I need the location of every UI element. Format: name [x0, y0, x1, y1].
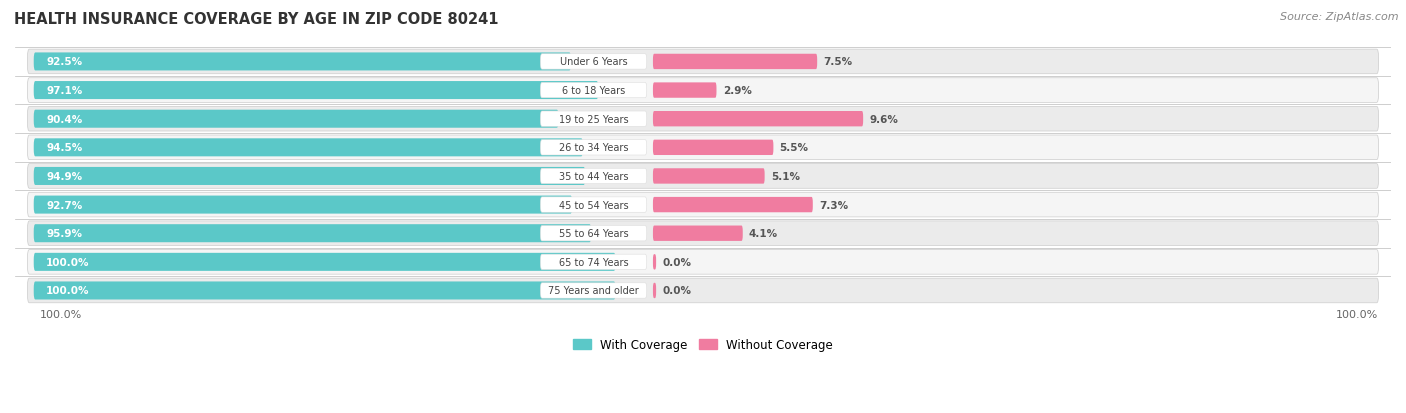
FancyBboxPatch shape — [652, 169, 765, 184]
FancyBboxPatch shape — [652, 112, 863, 127]
Text: 26 to 34 Years: 26 to 34 Years — [558, 143, 628, 153]
FancyBboxPatch shape — [540, 197, 647, 213]
FancyBboxPatch shape — [28, 221, 1378, 246]
Text: 35 to 44 Years: 35 to 44 Years — [558, 171, 628, 182]
FancyBboxPatch shape — [34, 225, 591, 243]
Text: 7.5%: 7.5% — [824, 57, 852, 67]
FancyBboxPatch shape — [540, 55, 647, 70]
FancyBboxPatch shape — [34, 139, 583, 157]
Text: 55 to 64 Years: 55 to 64 Years — [558, 229, 628, 239]
FancyBboxPatch shape — [652, 55, 817, 70]
FancyBboxPatch shape — [652, 140, 773, 156]
FancyBboxPatch shape — [652, 254, 657, 270]
FancyBboxPatch shape — [28, 50, 1378, 75]
Text: HEALTH INSURANCE COVERAGE BY AGE IN ZIP CODE 80241: HEALTH INSURANCE COVERAGE BY AGE IN ZIP … — [14, 12, 499, 27]
Text: 97.1%: 97.1% — [46, 86, 83, 96]
Text: 100.0%: 100.0% — [46, 286, 90, 296]
FancyBboxPatch shape — [28, 107, 1378, 132]
FancyBboxPatch shape — [34, 53, 571, 71]
FancyBboxPatch shape — [34, 168, 585, 185]
Text: 5.5%: 5.5% — [779, 143, 808, 153]
Text: 90.4%: 90.4% — [46, 114, 83, 124]
Text: 45 to 54 Years: 45 to 54 Years — [558, 200, 628, 210]
FancyBboxPatch shape — [652, 226, 742, 241]
FancyBboxPatch shape — [540, 83, 647, 99]
Text: 100.0%: 100.0% — [1336, 309, 1378, 319]
Legend: With Coverage, Without Coverage: With Coverage, Without Coverage — [568, 333, 838, 356]
Text: 19 to 25 Years: 19 to 25 Years — [558, 114, 628, 124]
Text: 7.3%: 7.3% — [820, 200, 848, 210]
Text: 94.5%: 94.5% — [46, 143, 83, 153]
FancyBboxPatch shape — [652, 283, 657, 299]
Text: 94.9%: 94.9% — [46, 171, 83, 182]
Text: 5.1%: 5.1% — [770, 171, 800, 182]
Text: 65 to 74 Years: 65 to 74 Years — [558, 257, 628, 267]
Text: 0.0%: 0.0% — [662, 286, 692, 296]
FancyBboxPatch shape — [540, 283, 647, 299]
FancyBboxPatch shape — [34, 110, 558, 128]
Text: 100.0%: 100.0% — [39, 309, 83, 319]
Text: 4.1%: 4.1% — [749, 229, 778, 239]
Text: 100.0%: 100.0% — [46, 257, 90, 267]
FancyBboxPatch shape — [28, 278, 1378, 303]
Text: 9.6%: 9.6% — [869, 114, 898, 124]
FancyBboxPatch shape — [28, 136, 1378, 160]
FancyBboxPatch shape — [652, 197, 813, 213]
FancyBboxPatch shape — [28, 164, 1378, 189]
FancyBboxPatch shape — [28, 193, 1378, 217]
Text: 0.0%: 0.0% — [662, 257, 692, 267]
FancyBboxPatch shape — [34, 82, 598, 100]
Text: 95.9%: 95.9% — [46, 229, 83, 239]
Text: 75 Years and older: 75 Years and older — [548, 286, 638, 296]
Text: 6 to 18 Years: 6 to 18 Years — [562, 86, 626, 96]
Text: 2.9%: 2.9% — [723, 86, 752, 96]
FancyBboxPatch shape — [34, 282, 616, 300]
Text: Source: ZipAtlas.com: Source: ZipAtlas.com — [1281, 12, 1399, 22]
FancyBboxPatch shape — [28, 250, 1378, 275]
FancyBboxPatch shape — [540, 140, 647, 156]
Text: 92.7%: 92.7% — [46, 200, 83, 210]
Text: 92.5%: 92.5% — [46, 57, 83, 67]
FancyBboxPatch shape — [28, 78, 1378, 103]
FancyBboxPatch shape — [540, 254, 647, 270]
FancyBboxPatch shape — [652, 83, 717, 99]
Text: Under 6 Years: Under 6 Years — [560, 57, 627, 67]
FancyBboxPatch shape — [540, 226, 647, 241]
FancyBboxPatch shape — [540, 169, 647, 184]
FancyBboxPatch shape — [34, 253, 616, 271]
FancyBboxPatch shape — [34, 196, 572, 214]
FancyBboxPatch shape — [540, 112, 647, 127]
